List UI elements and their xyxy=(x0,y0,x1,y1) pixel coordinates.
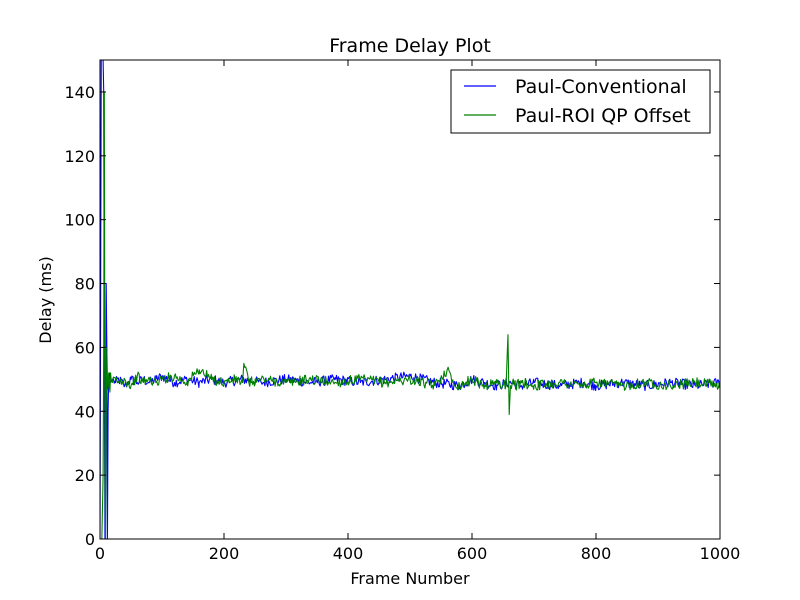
plot-background xyxy=(100,60,720,539)
x-axis-label: Frame Number xyxy=(350,569,470,588)
x-tick-label: 0 xyxy=(95,544,105,563)
series-line-roi-qp-offset xyxy=(100,91,720,539)
x-tick-label: 600 xyxy=(457,544,488,563)
legend-box xyxy=(450,69,711,134)
x-tick-label: 200 xyxy=(209,544,240,563)
legend: Paul-Conventional Paul-ROI QP Offset xyxy=(450,69,711,134)
y-axis-label: Delay (ms) xyxy=(36,256,55,343)
x-tick-label: 1000 xyxy=(700,544,741,563)
ticks-layer: 0 200 400 600 800 1000 0 20 40 60 80 100 120 140 xyxy=(64,60,740,563)
chart-title: Frame Delay Plot xyxy=(329,35,491,57)
x-tick-label: 800 xyxy=(581,544,612,563)
series-layer xyxy=(100,60,720,539)
y-tick-label: 80 xyxy=(75,275,95,294)
x-tick-label: 400 xyxy=(333,544,364,563)
plot-frame xyxy=(99,59,721,540)
y-tick-label: 140 xyxy=(64,83,95,102)
y-tick-label: 60 xyxy=(75,338,95,357)
y-tick-label: 120 xyxy=(64,147,95,166)
legend-label-roi: Paul-ROI QP Offset xyxy=(515,105,691,127)
legend-label-conventional: Paul-Conventional xyxy=(515,76,687,98)
y-tick-label: 100 xyxy=(64,211,95,230)
y-tick-label: 20 xyxy=(75,466,95,485)
y-tick-label: 40 xyxy=(75,402,95,421)
y-tick-label: 0 xyxy=(85,530,95,549)
